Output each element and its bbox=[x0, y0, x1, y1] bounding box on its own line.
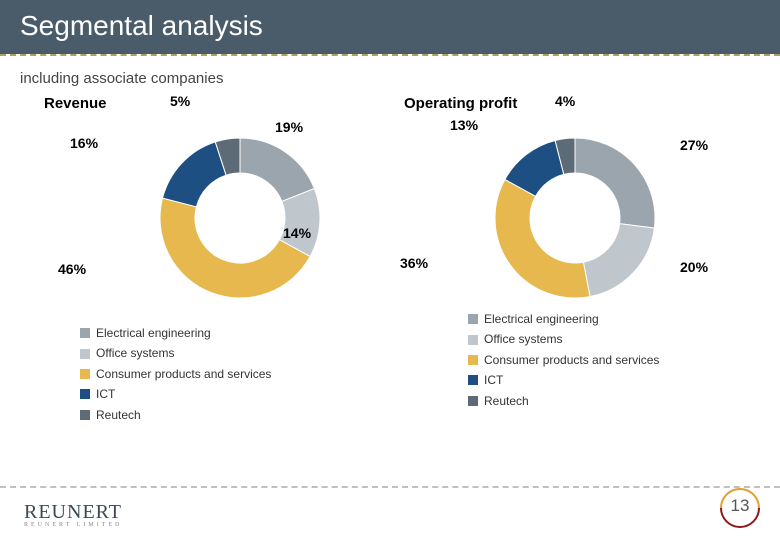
legend-label: Consumer products and services bbox=[484, 350, 659, 370]
revenue-legend-item-1: Office systems bbox=[80, 343, 271, 363]
legend-label: Reutech bbox=[96, 405, 141, 425]
title-bar: Segmental analysis bbox=[0, 0, 780, 54]
revenue-legend-item-0: Electrical engineering bbox=[80, 323, 271, 343]
operating-profit-label-1: 20% bbox=[680, 259, 708, 275]
operating-profit-label-2: 36% bbox=[400, 255, 428, 271]
operating-profit-slice-1 bbox=[583, 224, 654, 297]
logo-sub: REUNERT LIMITED bbox=[24, 522, 122, 528]
revenue-legend-item-4: Reutech bbox=[80, 405, 271, 425]
operating-profit-legend-item-3: ICT bbox=[468, 370, 659, 390]
revenue-slice-3 bbox=[163, 142, 227, 207]
legend-swatch-icon bbox=[468, 335, 478, 345]
legend-label: Electrical engineering bbox=[96, 323, 211, 343]
legend-swatch-icon bbox=[80, 328, 90, 338]
subtitle: including associate companies bbox=[0, 56, 780, 93]
operating-profit-label-0: 27% bbox=[680, 137, 708, 153]
logo: REUNERT REUNERT LIMITED bbox=[24, 501, 122, 528]
page-number-badge: 13 bbox=[718, 486, 762, 530]
legend-swatch-icon bbox=[80, 389, 90, 399]
operating-profit-label-3: 13% bbox=[450, 117, 478, 133]
revenue-legend: Electrical engineeringOffice systemsCons… bbox=[80, 323, 271, 425]
revenue-label-4: 5% bbox=[170, 93, 190, 109]
operating-profit-legend-item-4: Reutech bbox=[468, 391, 659, 411]
operating-profit-legend-item-0: Electrical engineering bbox=[468, 309, 659, 329]
operating-profit-slice-2 bbox=[495, 179, 590, 298]
footer-divider bbox=[0, 486, 780, 488]
legend-label: ICT bbox=[484, 370, 503, 390]
operating-profit-legend-item-1: Office systems bbox=[468, 329, 659, 349]
revenue-label-0: 19% bbox=[275, 119, 303, 135]
legend-label: Consumer products and services bbox=[96, 364, 271, 384]
revenue-legend-item-2: Consumer products and services bbox=[80, 364, 271, 384]
legend-swatch-icon bbox=[80, 410, 90, 420]
legend-label: Reutech bbox=[484, 391, 529, 411]
page-title: Segmental analysis bbox=[20, 10, 263, 41]
legend-swatch-icon bbox=[468, 314, 478, 324]
legend-swatch-icon bbox=[80, 349, 90, 359]
legend-label: Office systems bbox=[484, 329, 562, 349]
page-number: 13 bbox=[718, 496, 762, 516]
legend-swatch-icon bbox=[468, 355, 478, 365]
revenue-label-3: 16% bbox=[70, 135, 98, 151]
legend-label: Electrical engineering bbox=[484, 309, 599, 329]
operating-profit-legend-item-2: Consumer products and services bbox=[468, 350, 659, 370]
operating-profit-slice-0 bbox=[575, 138, 655, 228]
legend-swatch-icon bbox=[80, 369, 90, 379]
charts-area: Revenue19%14%46%16%5%Electrical engineer… bbox=[0, 93, 780, 463]
operating-profit-legend: Electrical engineeringOffice systemsCons… bbox=[468, 309, 659, 411]
operating-profit-label-4: 4% bbox=[555, 93, 575, 109]
legend-swatch-icon bbox=[468, 396, 478, 406]
revenue-label-2: 46% bbox=[58, 261, 86, 277]
logo-main: REUNERT bbox=[24, 501, 122, 524]
revenue-legend-item-3: ICT bbox=[80, 384, 271, 404]
legend-swatch-icon bbox=[468, 375, 478, 385]
legend-label: Office systems bbox=[96, 343, 174, 363]
revenue-slice-0 bbox=[240, 138, 314, 201]
revenue-label-1: 14% bbox=[283, 225, 311, 241]
legend-label: ICT bbox=[96, 384, 115, 404]
